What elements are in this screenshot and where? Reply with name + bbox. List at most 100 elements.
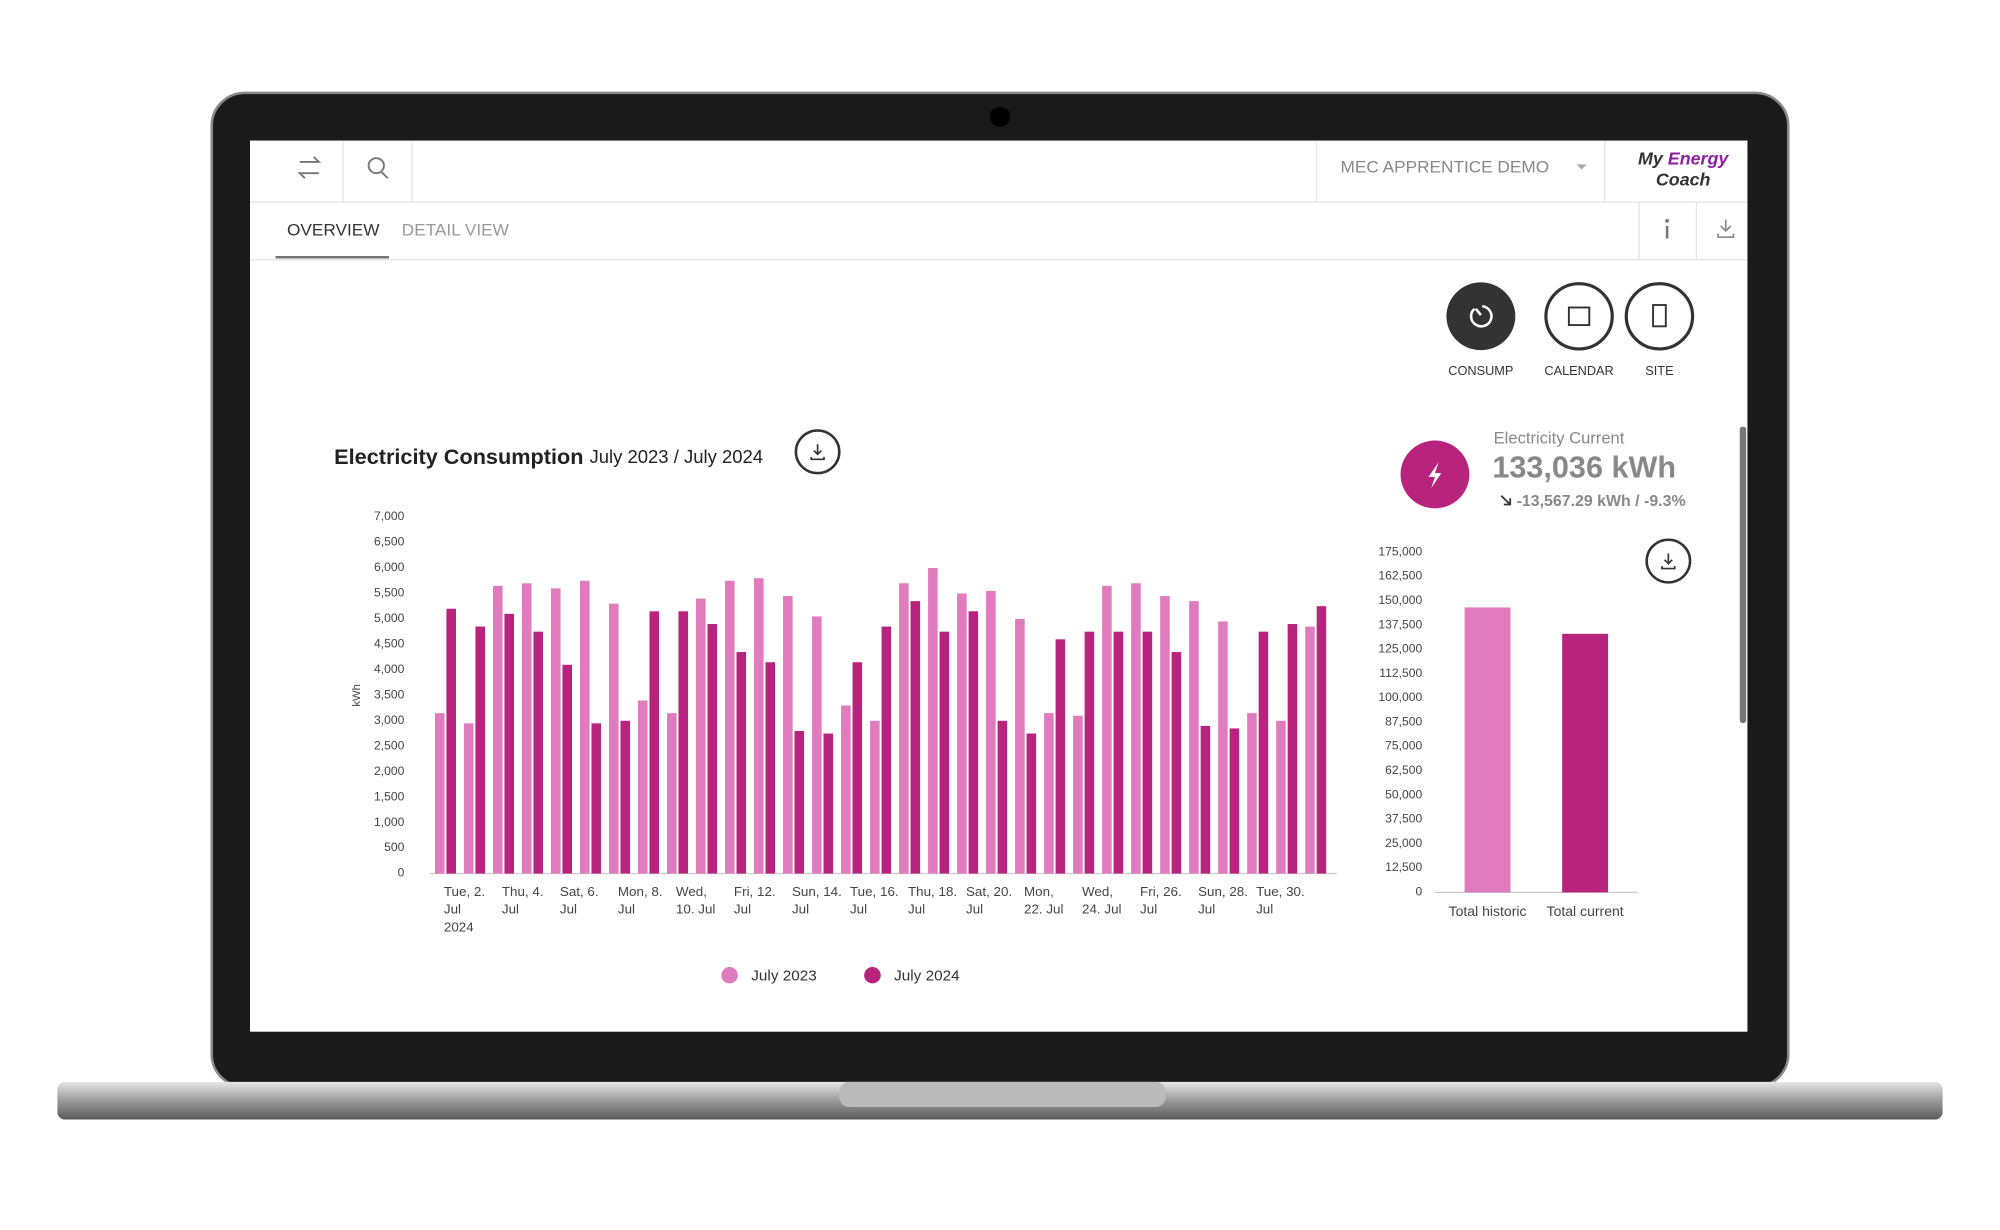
bar <box>1316 606 1327 874</box>
x-tick-label: Wed, 24. Jul <box>1082 884 1122 918</box>
site-button[interactable] <box>1624 282 1695 351</box>
swap-button[interactable] <box>297 156 322 179</box>
bar <box>986 590 996 874</box>
bar <box>957 593 967 874</box>
bar <box>928 568 938 874</box>
trend-icon <box>1500 495 1512 506</box>
bar <box>591 723 602 874</box>
y-tick-label: 37,500 <box>1385 812 1422 826</box>
dropdown-arrow[interactable] <box>1576 164 1587 170</box>
x-tick-label-box: Fri, 12. Jul <box>733 884 776 918</box>
download-button[interactable] <box>1717 219 1735 239</box>
bar <box>1218 621 1228 874</box>
account-selector[interactable]: MEC APPRENTICE DEMO <box>1341 158 1550 177</box>
search-button[interactable] <box>367 157 389 179</box>
x-tick-label-box: Sat, 20. Jul <box>965 884 1013 918</box>
bar <box>463 723 474 874</box>
bar <box>1160 596 1170 874</box>
bar <box>608 603 619 874</box>
x-tick-label-box: Sat, 6. Jul <box>559 884 599 918</box>
scrollbar[interactable] <box>1739 426 1747 723</box>
bar <box>550 588 561 874</box>
bar <box>1084 631 1095 874</box>
bar <box>899 583 909 874</box>
bar <box>1142 631 1153 874</box>
bar <box>1464 607 1511 893</box>
x-tick-label: Tue, 16. Jul <box>849 884 899 918</box>
x-tick-label: Thu, 18. Jul <box>907 884 958 918</box>
bar <box>910 601 921 874</box>
y-tick-label: 5,000 <box>374 611 405 625</box>
x-tick-label: Thu, 4. Jul <box>501 884 544 918</box>
y-tick-label: 0 <box>1415 885 1422 899</box>
y-tick-label: 112,500 <box>1379 666 1422 680</box>
bar <box>1200 725 1211 874</box>
bar <box>521 583 532 874</box>
bar <box>638 700 648 874</box>
bar <box>1189 601 1199 874</box>
x-tick-label: Mon, 22. Jul <box>1024 884 1064 918</box>
x-tick-label-box: Sun, 14. Jul <box>792 885 842 918</box>
y-tick-label: 150,000 <box>1378 593 1422 607</box>
bar <box>754 578 764 874</box>
bar <box>852 662 863 874</box>
button-label: CONSUMP <box>1448 364 1513 378</box>
bar <box>1247 713 1257 874</box>
x-tick-label: Sun, 28. Jul <box>1198 884 1248 918</box>
legend-marker[interactable] <box>721 967 738 984</box>
bar <box>765 662 776 874</box>
bar <box>1073 715 1083 874</box>
x-tick-label-box: Mon, 8. Jul <box>618 885 663 918</box>
y-tick-label: 3,500 <box>374 688 405 702</box>
bar <box>968 611 979 874</box>
bar <box>446 608 456 874</box>
bar <box>1044 713 1054 874</box>
icon <box>1428 461 1442 489</box>
bar <box>1276 720 1286 874</box>
y-tick-label: 162,500 <box>1378 569 1422 583</box>
bar <box>678 611 689 874</box>
bar <box>1171 652 1182 874</box>
kpi-change: -13,567.29 kWh / -9.3% <box>1517 493 1686 510</box>
button-label: SITE <box>1645 364 1673 378</box>
tab-active[interactable]: OVERVIEW <box>287 221 380 240</box>
y-tick-label: 1,000 <box>374 815 405 829</box>
y-tick-label: 7,000 <box>374 509 405 523</box>
y-tick-label: 75,000 <box>1385 739 1422 753</box>
y-tick-label: 5,500 <box>374 586 405 600</box>
x-tick-label: Sat, 6. Jul <box>559 884 599 918</box>
x-tick-label: Fri, 26. Jul <box>1140 884 1182 918</box>
bar <box>783 596 793 874</box>
y-tick-label: 50,000 <box>1385 787 1422 801</box>
chart-download[interactable] <box>1645 538 1692 584</box>
chart-download[interactable] <box>794 429 841 475</box>
bar <box>841 705 851 874</box>
y-tick-label: 87,500 <box>1385 715 1422 729</box>
y-tick-label: 6,500 <box>374 535 405 549</box>
x-tick-label-box: Thu, 18. Jul <box>907 884 958 918</box>
x-tick-label: Wed, 10. Jul <box>675 884 716 918</box>
y-tick-label: 2,000 <box>374 764 405 778</box>
logo-part: Energy <box>1668 148 1730 168</box>
y-tick-label: 25,000 <box>1385 836 1422 850</box>
kpi-label: Electricity Current <box>1494 430 1625 448</box>
info-button[interactable] <box>1665 219 1670 239</box>
x-tick-label: Fri, 12. Jul <box>733 884 776 918</box>
legend-label: July 2024 <box>894 968 959 985</box>
x-tick-label: Sat, 20. Jul <box>965 884 1013 918</box>
laptop-notch <box>839 1081 1166 1107</box>
calendar-button[interactable] <box>1544 282 1614 351</box>
legend-label: July 2023 <box>751 968 816 985</box>
bar <box>1015 618 1025 874</box>
bar <box>881 626 892 874</box>
x-tick-label-box: Wed, 24. Jul <box>1082 884 1122 918</box>
chart-title-main: Electricity Consumption <box>334 445 583 469</box>
consump-button[interactable] <box>1446 282 1516 351</box>
y-tick-label: 175,000 <box>1378 544 1422 558</box>
y-tick-label: 4,500 <box>374 637 405 651</box>
camera <box>989 106 1011 127</box>
legend-marker[interactable] <box>864 967 881 984</box>
tab[interactable]: DETAIL VIEW <box>402 221 510 240</box>
bar <box>649 611 660 874</box>
